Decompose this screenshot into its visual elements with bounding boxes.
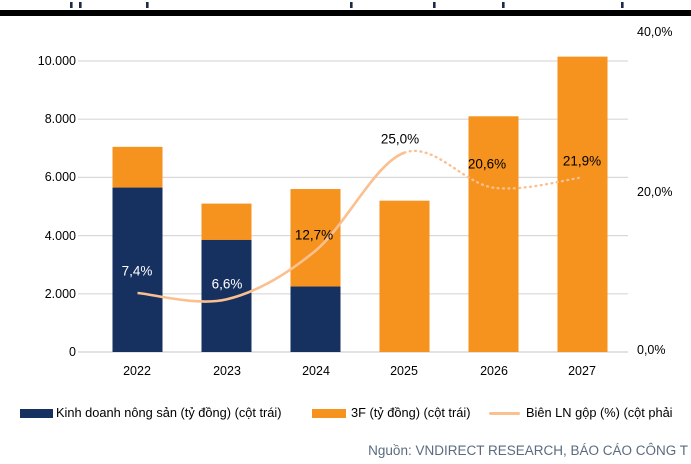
- left-axis-tick: 2.000: [44, 287, 76, 301]
- bar-2025-3f: [379, 200, 430, 352]
- bar-2024-3f: [290, 189, 341, 287]
- data-label-2026: 20,6%: [467, 156, 507, 172]
- x-axis-label: 2025: [390, 364, 418, 378]
- data-label-2022: 7,4%: [121, 263, 153, 279]
- legend-swatch-agri: [20, 409, 53, 418]
- legend-label-3f: 3F (tỷ đồng) (cột trái): [351, 405, 471, 420]
- clipped-title-fragment: [146, 2, 149, 8]
- clipped-title-fragment: [350, 2, 353, 8]
- clipped-title-fragment: [70, 2, 73, 8]
- gross-margin-line-dotted: [403, 149, 584, 190]
- x-axis-label: 2026: [480, 364, 508, 378]
- x-axis-label: 2027: [568, 364, 596, 378]
- data-label-2027: 21,9%: [562, 153, 602, 169]
- legend-swatch-gross-margin-line: [489, 412, 520, 415]
- legend-label-gross-margin: Biên LN gộp (%) (cột phải: [526, 405, 673, 420]
- x-axis-label: 2024: [302, 364, 330, 378]
- clipped-title-fragment: [79, 2, 82, 8]
- x-axis-label: 2023: [213, 364, 241, 378]
- right-axis-tick: 20,0%: [637, 185, 673, 199]
- left-axis-tick: 8.000: [44, 112, 76, 126]
- data-label-2023: 6,6%: [211, 276, 243, 292]
- bar-2027-3f: [557, 56, 608, 352]
- right-axis-tick: 40,0%: [637, 25, 673, 39]
- left-axis-tick: 10.000: [37, 54, 76, 68]
- legend-swatch-3f: [312, 409, 346, 418]
- left-axis-tick: 0: [69, 345, 76, 359]
- bar-2022-nong-san: [112, 187, 163, 352]
- bar-2023-nong-san: [201, 239, 252, 352]
- top-divider: [0, 10, 691, 16]
- bar-2022-3f: [112, 146, 163, 188]
- source-note: Nguồn: VNDIRECT RESEARCH, BÁO CÁO CÔNG T: [368, 443, 688, 458]
- right-axis-tick: 0,0%: [637, 343, 666, 357]
- clipped-title-fragment: [502, 2, 505, 8]
- bar-2023-3f: [201, 203, 252, 240]
- bar-2024-nong-san: [290, 286, 341, 352]
- clipped-title-fragment: [433, 2, 436, 8]
- data-label-2024: 12,7%: [294, 227, 334, 243]
- legend-label-agri: Kinh doanh nông sản (tỷ đồng) (cột trái): [56, 405, 282, 420]
- bar-2026-3f: [468, 116, 519, 352]
- left-axis-tick: 4.000: [44, 229, 76, 243]
- clipped-title-fragment: [621, 2, 624, 8]
- data-label-2025: 25,0%: [380, 131, 420, 147]
- x-axis-label: 2022: [123, 364, 151, 378]
- gross-margin-line-solid: [137, 151, 405, 303]
- left-axis-tick: 6.000: [44, 170, 76, 184]
